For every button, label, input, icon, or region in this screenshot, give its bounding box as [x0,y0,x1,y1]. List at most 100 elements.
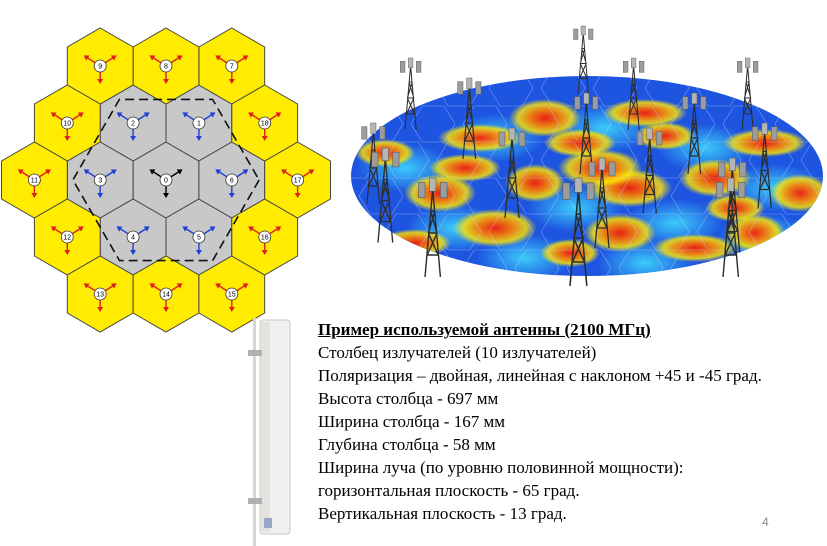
coverage-grid-cell [351,213,378,251]
coverage-grid-cell [670,105,716,143]
cell-tower-icon [573,25,594,94]
coverage-grid-cell [384,76,430,107]
sector-antenna-marker: 6 [215,169,249,198]
hex-cell-label: 8 [164,64,168,71]
sector-antenna-marker: 1 [182,112,216,141]
sector-antenna-marker: 0 [149,169,183,198]
coverage-grid-cell [410,105,456,143]
cell-tower-icon [457,77,482,160]
coverage-grid-cell [351,76,378,107]
cell-tower-icon [399,57,422,131]
sector-antenna-marker: 10 [50,112,84,141]
spec-line-depth: Глубина столбца - 58 мм [318,435,496,454]
signal-strong-area [509,99,581,137]
hex-cell-label: 7 [230,64,234,71]
coverage-grid-cell [436,213,482,251]
spec-line-vertical: Вертикальная плоскость - 13 град. [318,504,567,523]
hex-cell-label: 0 [164,178,168,185]
spec-line-beamwidth: Ширина луча (по уровню половинной мощнос… [318,458,684,477]
coverage-grid-cell [670,177,716,215]
sector-antenna-marker: 9 [83,55,117,84]
coverage-grid-cell [592,141,638,179]
coverage-grid-cell [592,76,638,107]
coverage-grid-cell [618,177,664,215]
coverage-grid-cell [800,76,823,107]
coverage-grid-cell [644,213,690,251]
hex-cell-label: 15 [228,292,236,299]
hex-cell-label: 17 [294,178,302,185]
coverage-grid-cell [618,249,664,276]
coverage-map-illustration [351,25,823,287]
signal-strong-area [653,234,737,262]
hex-cell-label: 13 [96,292,104,299]
coverage-grid-cell [358,177,404,215]
antenna-spec-block: Пример используемой антенны (2100 МГц) С… [318,318,818,525]
coverage-grid-cell [488,213,534,251]
cell-tower-icon [418,177,448,278]
cell-tower-icon [637,127,663,214]
cell-tower-icon [736,57,759,131]
hex-cell-label: 14 [162,292,170,299]
signal-strong-area [379,229,451,257]
coverage-grid-cell [540,141,586,179]
sector-antenna-marker: 18 [248,112,282,141]
sector-antenna-marker: 13 [83,283,117,312]
cell-tower-icon [562,177,595,287]
spec-line-emitters: Столбец излучателей (10 излучателей) [318,343,597,362]
coverage-grid-cell [384,141,430,179]
coverage-grid-cell [462,249,508,276]
sector-antenna-marker: 17 [281,169,315,198]
sector-antenna-marker: 12 [50,226,84,255]
cell-tower-icon [682,92,707,175]
sector-antenna-marker: 2 [116,112,150,141]
spec-line-height: Высота столбца - 697 мм [318,389,499,408]
signal-strong-area [453,209,537,247]
cell-tower-icon [622,57,645,131]
coverage-grid-cell [358,249,404,276]
sector-antenna-marker: 16 [248,226,282,255]
sector-antenna-marker: 3 [83,169,117,198]
signal-strong-area [603,99,687,127]
coverage-grid-cell [540,76,586,107]
sector-antenna-marker: 14 [149,283,183,312]
hex-cell-label: 2 [131,121,135,128]
signal-strong-area [584,214,656,252]
cluster-boundary [71,98,261,262]
spec-line-width: Ширина столбца - 167 мм [318,412,505,431]
signal-strong-area [705,194,765,222]
cell-tower-icon [752,122,778,209]
coverage-grid-cell [488,76,534,107]
coverage-grid-cell [410,177,456,215]
hex-cell-label: 9 [98,64,102,71]
coverage-grid-cell [774,249,820,276]
coverage-grid-cell [540,213,586,251]
cell-tower-icon [498,127,526,219]
signal-strong-area [429,154,501,182]
page-number: 4 [762,515,769,529]
cell-tower-icon [588,157,616,249]
sector-antenna-marker: 7 [215,55,249,84]
sector-antenna-marker: 8 [149,55,183,84]
hex-cell-label: 5 [197,235,201,242]
coverage-grid-cell [644,76,690,107]
antenna-photo [248,318,291,546]
sector-antenna-marker: 5 [182,226,216,255]
hex-cell-label: 11 [31,178,38,185]
coverage-grid-cell [514,105,560,143]
spec-line-polarization: Поляризация – двойная, линейная с наклон… [318,366,762,385]
signal-strong-area [505,164,565,202]
coverage-grid-cell [800,213,823,251]
hex-cell-label: 12 [63,235,71,242]
sector-antenna-marker: 11 [17,169,51,198]
coverage-grid-cell [696,141,742,179]
cell-tower-icon [361,122,386,205]
sector-antenna-marker: 4 [116,226,150,255]
antenna-spec-title: Пример используемой антенны (2100 МГц) [318,320,651,339]
cell-tower-icon [371,147,400,243]
coverage-grid-cell [748,76,794,107]
hex-cell-label: 4 [131,235,135,242]
signal-strong-area [755,239,815,276]
hex-cell-label: 16 [261,235,269,242]
coverage-grid-cell [436,141,482,179]
